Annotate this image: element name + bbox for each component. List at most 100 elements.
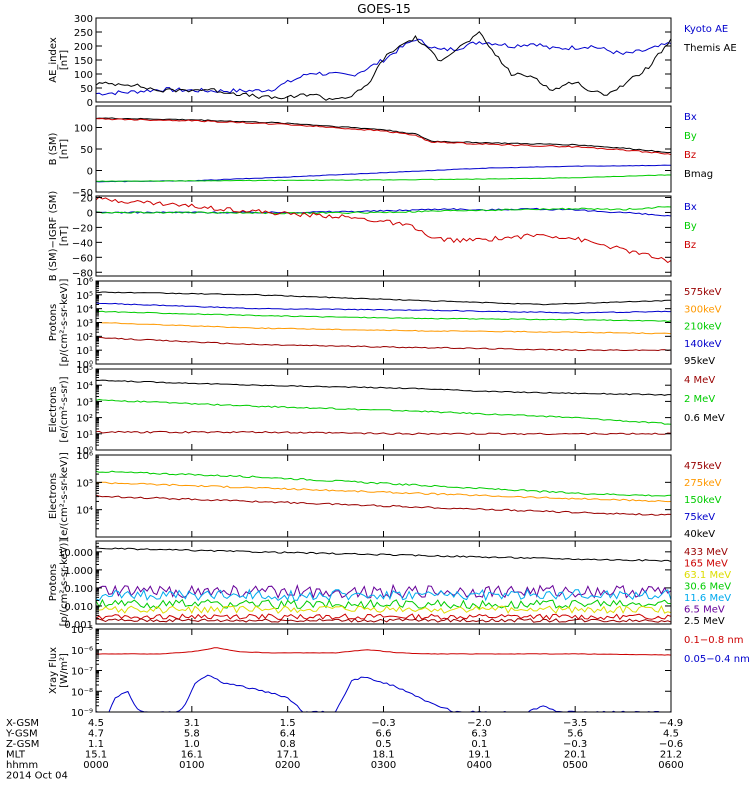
y-tick-label: 0 bbox=[87, 208, 93, 219]
legend-63-1-mev: 63.1 MeV bbox=[684, 570, 731, 581]
legend-by: By bbox=[684, 131, 697, 142]
panel-series-group bbox=[96, 379, 671, 436]
y-axis-label-unit: [p/(cm²-s-sr-keV)] bbox=[59, 539, 70, 627]
legend-themis-ae: Themis AE bbox=[683, 43, 737, 54]
y-axis-label-name: Protons bbox=[48, 304, 59, 341]
series-line-275kev bbox=[96, 481, 671, 503]
panel-2: 100 50 0 −50 B (SM)[nT] Bx By Bz Bmag bbox=[48, 105, 713, 199]
y-tick-label: −20 bbox=[72, 223, 93, 234]
series-line-95kev bbox=[96, 291, 671, 306]
legend-40kev: 40keV bbox=[684, 529, 715, 540]
y-tick-label: 10⁴ bbox=[76, 506, 93, 517]
series-line-30-6-mev bbox=[96, 598, 671, 610]
series-line-bmag bbox=[96, 117, 671, 154]
legend-165-mev: 165 MeV bbox=[684, 559, 728, 570]
x-row-value: 0500 bbox=[562, 760, 587, 771]
series-line-2-5-mev bbox=[96, 547, 671, 562]
legend-2-mev: 2 MeV bbox=[684, 394, 715, 405]
y-tick-label: 50 bbox=[80, 84, 93, 95]
x-row-label-y-gsm: Y-GSM bbox=[5, 729, 38, 740]
series-line-575kev bbox=[96, 336, 671, 352]
y-axis-label-name: B (SM)−IGRF (SM) bbox=[48, 191, 59, 282]
y-axis-label: Protons[p/(cm²-s-sr-keV)] bbox=[48, 539, 70, 627]
x-row-value: 0.8 bbox=[280, 739, 296, 750]
x-row-value: 6.3 bbox=[471, 729, 487, 740]
y-tick-label: 10⁴ bbox=[76, 305, 93, 316]
panel-3: 200−20−40−60−80B (SM)−IGRF (SM)[nT]BxByB… bbox=[48, 191, 697, 282]
x-row-value: 19.1 bbox=[468, 750, 490, 761]
x-row-label-z-gsm: Z-GSM bbox=[6, 739, 39, 750]
legend-bx: Bx bbox=[684, 112, 697, 123]
legend-by: By bbox=[684, 221, 697, 232]
panel-series-group bbox=[96, 470, 671, 516]
x-axis-annotation: X-GSM 4.5 3.1 1.5 −0.3 −2.0 −3.5 −4.9 Y-GSM 4.7 5.… bbox=[5, 718, 684, 782]
legend-bx: Bx bbox=[684, 202, 697, 213]
series-line-150kev bbox=[96, 470, 671, 497]
x-row-value: 20.1 bbox=[564, 750, 586, 761]
series-line-by bbox=[96, 174, 671, 182]
y-tick-label: 300 bbox=[74, 14, 93, 25]
y-tick-label: 10.000 bbox=[58, 548, 93, 559]
panel-4: 10⁶ 10⁵ 10⁴ 10³ 10² 10¹ 10⁰ Protons[p/(cm²-s-sr… bbox=[48, 277, 722, 371]
y-axis-label-name: B (SM) bbox=[48, 132, 59, 165]
y-tick-label: 0 bbox=[87, 98, 93, 109]
x-row-value: 18.1 bbox=[372, 750, 394, 761]
series-line-4-mev bbox=[96, 430, 671, 436]
panel-7: 10.000 1.000 0.100 0.010 0.001Protons[p/(cm²… bbox=[48, 539, 731, 631]
series-line-2-mev bbox=[96, 398, 671, 425]
legend-150kev: 150keV bbox=[684, 495, 722, 506]
legend-0-6-mev: 0.6 MeV bbox=[684, 413, 725, 424]
y-tick-label: 10⁵ bbox=[76, 291, 93, 302]
x-row-value: 21.2 bbox=[660, 750, 682, 761]
y-tick-label: 0.001 bbox=[64, 620, 93, 631]
x-row-value: 1.0 bbox=[184, 739, 200, 750]
legend-95kev: 95keV bbox=[684, 356, 715, 367]
y-tick-label: 1.000 bbox=[64, 566, 93, 577]
y-tick-label: 250 bbox=[74, 28, 93, 39]
y-axis-label-unit: [p/(cm²-s-sr-keV)] bbox=[59, 279, 70, 367]
y-axis-label: AE_index[nT] bbox=[48, 37, 70, 83]
x-row-value: −0.6 bbox=[659, 739, 683, 750]
x-row-value: 17.1 bbox=[277, 750, 299, 761]
panel-frame bbox=[95, 628, 672, 713]
y-axis-label: B (SM)−IGRF (SM)[nT] bbox=[48, 191, 70, 282]
panel-8: 10⁻⁵ 10⁻⁶ 10⁻⁷ 10⁻⁸ 10⁻⁹ Xray Flux[W/m²] 0.1−0… bbox=[48, 625, 750, 719]
panel-series-group bbox=[96, 547, 671, 623]
legend-bz: Bz bbox=[684, 240, 696, 251]
panel-series-group bbox=[96, 117, 671, 183]
series-line-11-6-mev bbox=[96, 588, 671, 602]
panel-6: 10⁶ 10⁵ 10⁴ Electrons[e/(cm²-s-sr-keV)] 475k… bbox=[48, 451, 722, 540]
series-line-6-5-mev bbox=[96, 583, 671, 600]
x-row-value: 4.5 bbox=[88, 718, 104, 729]
legend-433-mev: 433 MeV bbox=[684, 547, 728, 558]
series-line-themis-ae bbox=[96, 30, 671, 101]
legend-11-6-mev: 11.6 MeV bbox=[684, 593, 731, 604]
x-row-value: 0200 bbox=[275, 760, 300, 771]
series-line-0-6-mev bbox=[96, 379, 671, 396]
x-row-label-hhmm: hhmm bbox=[6, 760, 38, 771]
y-axis-label: Electrons[e/(cm²-s-sr-keV)] bbox=[48, 452, 70, 540]
x-axis-date: 2014 Oct 04 bbox=[6, 771, 68, 782]
x-row-value: 0600 bbox=[658, 760, 683, 771]
legend-4-mev: 4 MeV bbox=[684, 375, 715, 386]
legend-bmag: Bmag bbox=[684, 169, 713, 180]
y-axis-label-name: Xray Flux bbox=[48, 647, 59, 694]
y-tick-label: 0.010 bbox=[64, 602, 93, 613]
y-tick-label: 0.100 bbox=[64, 584, 93, 595]
legend-300kev: 300keV bbox=[684, 304, 722, 315]
x-row-value: 0.1 bbox=[471, 739, 487, 750]
legend-6-5-mev: 6.5 MeV bbox=[684, 605, 725, 616]
series-line-0-1-0-8-nm bbox=[96, 647, 671, 656]
legend-30-6-mev: 30.6 MeV bbox=[684, 582, 731, 593]
x-row-value: 5.8 bbox=[184, 729, 200, 740]
y-tick-label: 0 bbox=[87, 167, 93, 178]
y-tick-label: 10² bbox=[76, 332, 93, 343]
series-line-by bbox=[96, 206, 671, 215]
y-tick-label: −60 bbox=[72, 253, 93, 264]
series-line-210kev bbox=[96, 310, 671, 323]
y-axis-label-name: Electrons bbox=[48, 473, 59, 519]
y-tick-label: 10³ bbox=[76, 397, 93, 408]
